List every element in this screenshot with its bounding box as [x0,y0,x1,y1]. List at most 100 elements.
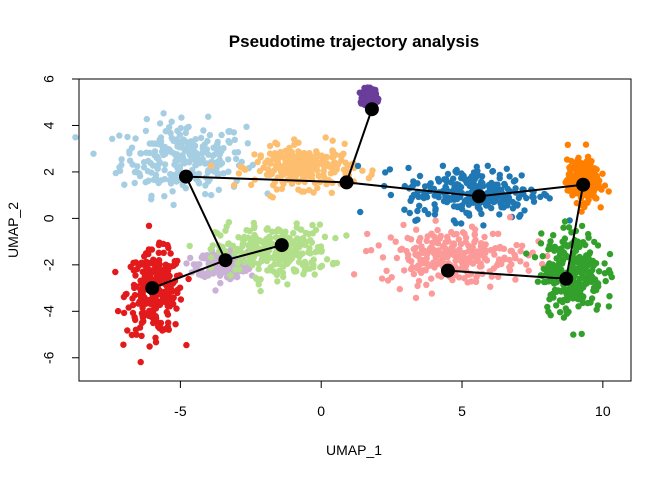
cell-point [280,273,287,280]
cell-point [257,287,264,295]
trajectory-edge [345,108,373,183]
cell-point [537,193,544,201]
cell-point [519,242,526,249]
cell-point [359,167,366,174]
cell-point [290,156,297,163]
cell-point [372,86,379,94]
cell-point [169,295,176,302]
cell-point [222,248,229,255]
trajectory-edge [478,183,584,198]
cell-point [268,170,275,178]
cell-point [116,167,124,174]
cell-point [568,229,575,236]
cell-point [232,266,239,273]
cell-point [493,186,500,193]
cell-point [474,255,481,263]
cell-point [215,170,222,177]
cell-point [170,201,177,209]
cell-point [477,260,484,267]
x-tick-label: -5 [174,403,187,419]
cell-point [453,230,460,238]
cell-point [599,170,606,177]
cell-point [553,255,560,262]
cell-point [575,303,582,310]
cell-point [255,260,262,268]
cell-point [137,358,144,366]
cell-point [136,298,143,305]
cell-point [235,170,243,177]
cell-point [580,239,587,246]
cell-point [213,142,220,149]
cell-point [143,297,150,304]
cell-point [207,246,214,253]
cell-point [204,137,211,145]
cell-point [442,239,449,246]
cell-point [114,307,122,315]
cell-point [295,258,303,266]
cell-point [593,306,600,313]
cell-point [544,303,551,311]
cell-point [463,209,470,216]
cell-point [543,192,550,199]
cell-point [501,180,508,188]
cell-point [474,167,481,175]
cell-point [205,113,212,120]
trajectory-node [145,281,160,296]
cell-point [164,311,172,318]
cell-point [423,237,430,245]
cell-point [444,170,452,178]
cell-point [132,272,139,279]
cell-point [272,139,279,146]
trajectory-node [440,263,455,278]
cell-point [234,259,242,267]
cell-point [457,241,465,248]
cell-point [564,141,571,148]
cell-point [561,241,568,248]
cell-point [170,262,177,269]
cell-point [517,258,524,265]
cell-point [477,181,484,188]
cell-point [299,157,306,165]
cell-point [553,270,561,278]
cell-point [584,153,592,160]
cell-point [173,178,180,185]
cell-point [273,157,280,164]
cell-point [605,188,612,195]
cell-point [433,250,440,257]
cell-point [133,266,141,273]
cell-point [491,251,498,258]
cell-point [434,226,441,234]
cell-point [120,293,128,301]
cell-point [263,171,271,178]
cell-point [206,131,214,139]
cell-point [588,295,596,302]
cell-point [412,294,420,302]
cell-point [301,267,309,274]
cell-point [168,134,175,142]
cell-point [488,273,495,280]
cell-point [301,240,308,247]
cell-point [273,186,280,193]
cell-point [254,236,262,244]
cell-point [550,232,557,239]
cell-point [414,207,421,215]
cell-point [280,263,287,270]
cell-point [140,318,147,325]
cell-point [145,177,152,184]
cell-point [606,250,614,258]
cell-point [248,181,255,189]
cell-point [570,331,577,338]
cluster-1 [72,110,273,209]
cell-point [166,124,173,131]
cell-point [264,253,271,260]
cell-point [278,185,286,193]
cell-point [148,140,156,147]
cell-point [178,114,185,121]
cell-point [314,184,321,192]
cell-point [148,299,155,307]
cell-point [571,160,578,167]
cell-point [584,299,591,307]
cell-point [367,247,375,254]
cell-point [205,151,212,158]
cell-point [232,155,240,163]
